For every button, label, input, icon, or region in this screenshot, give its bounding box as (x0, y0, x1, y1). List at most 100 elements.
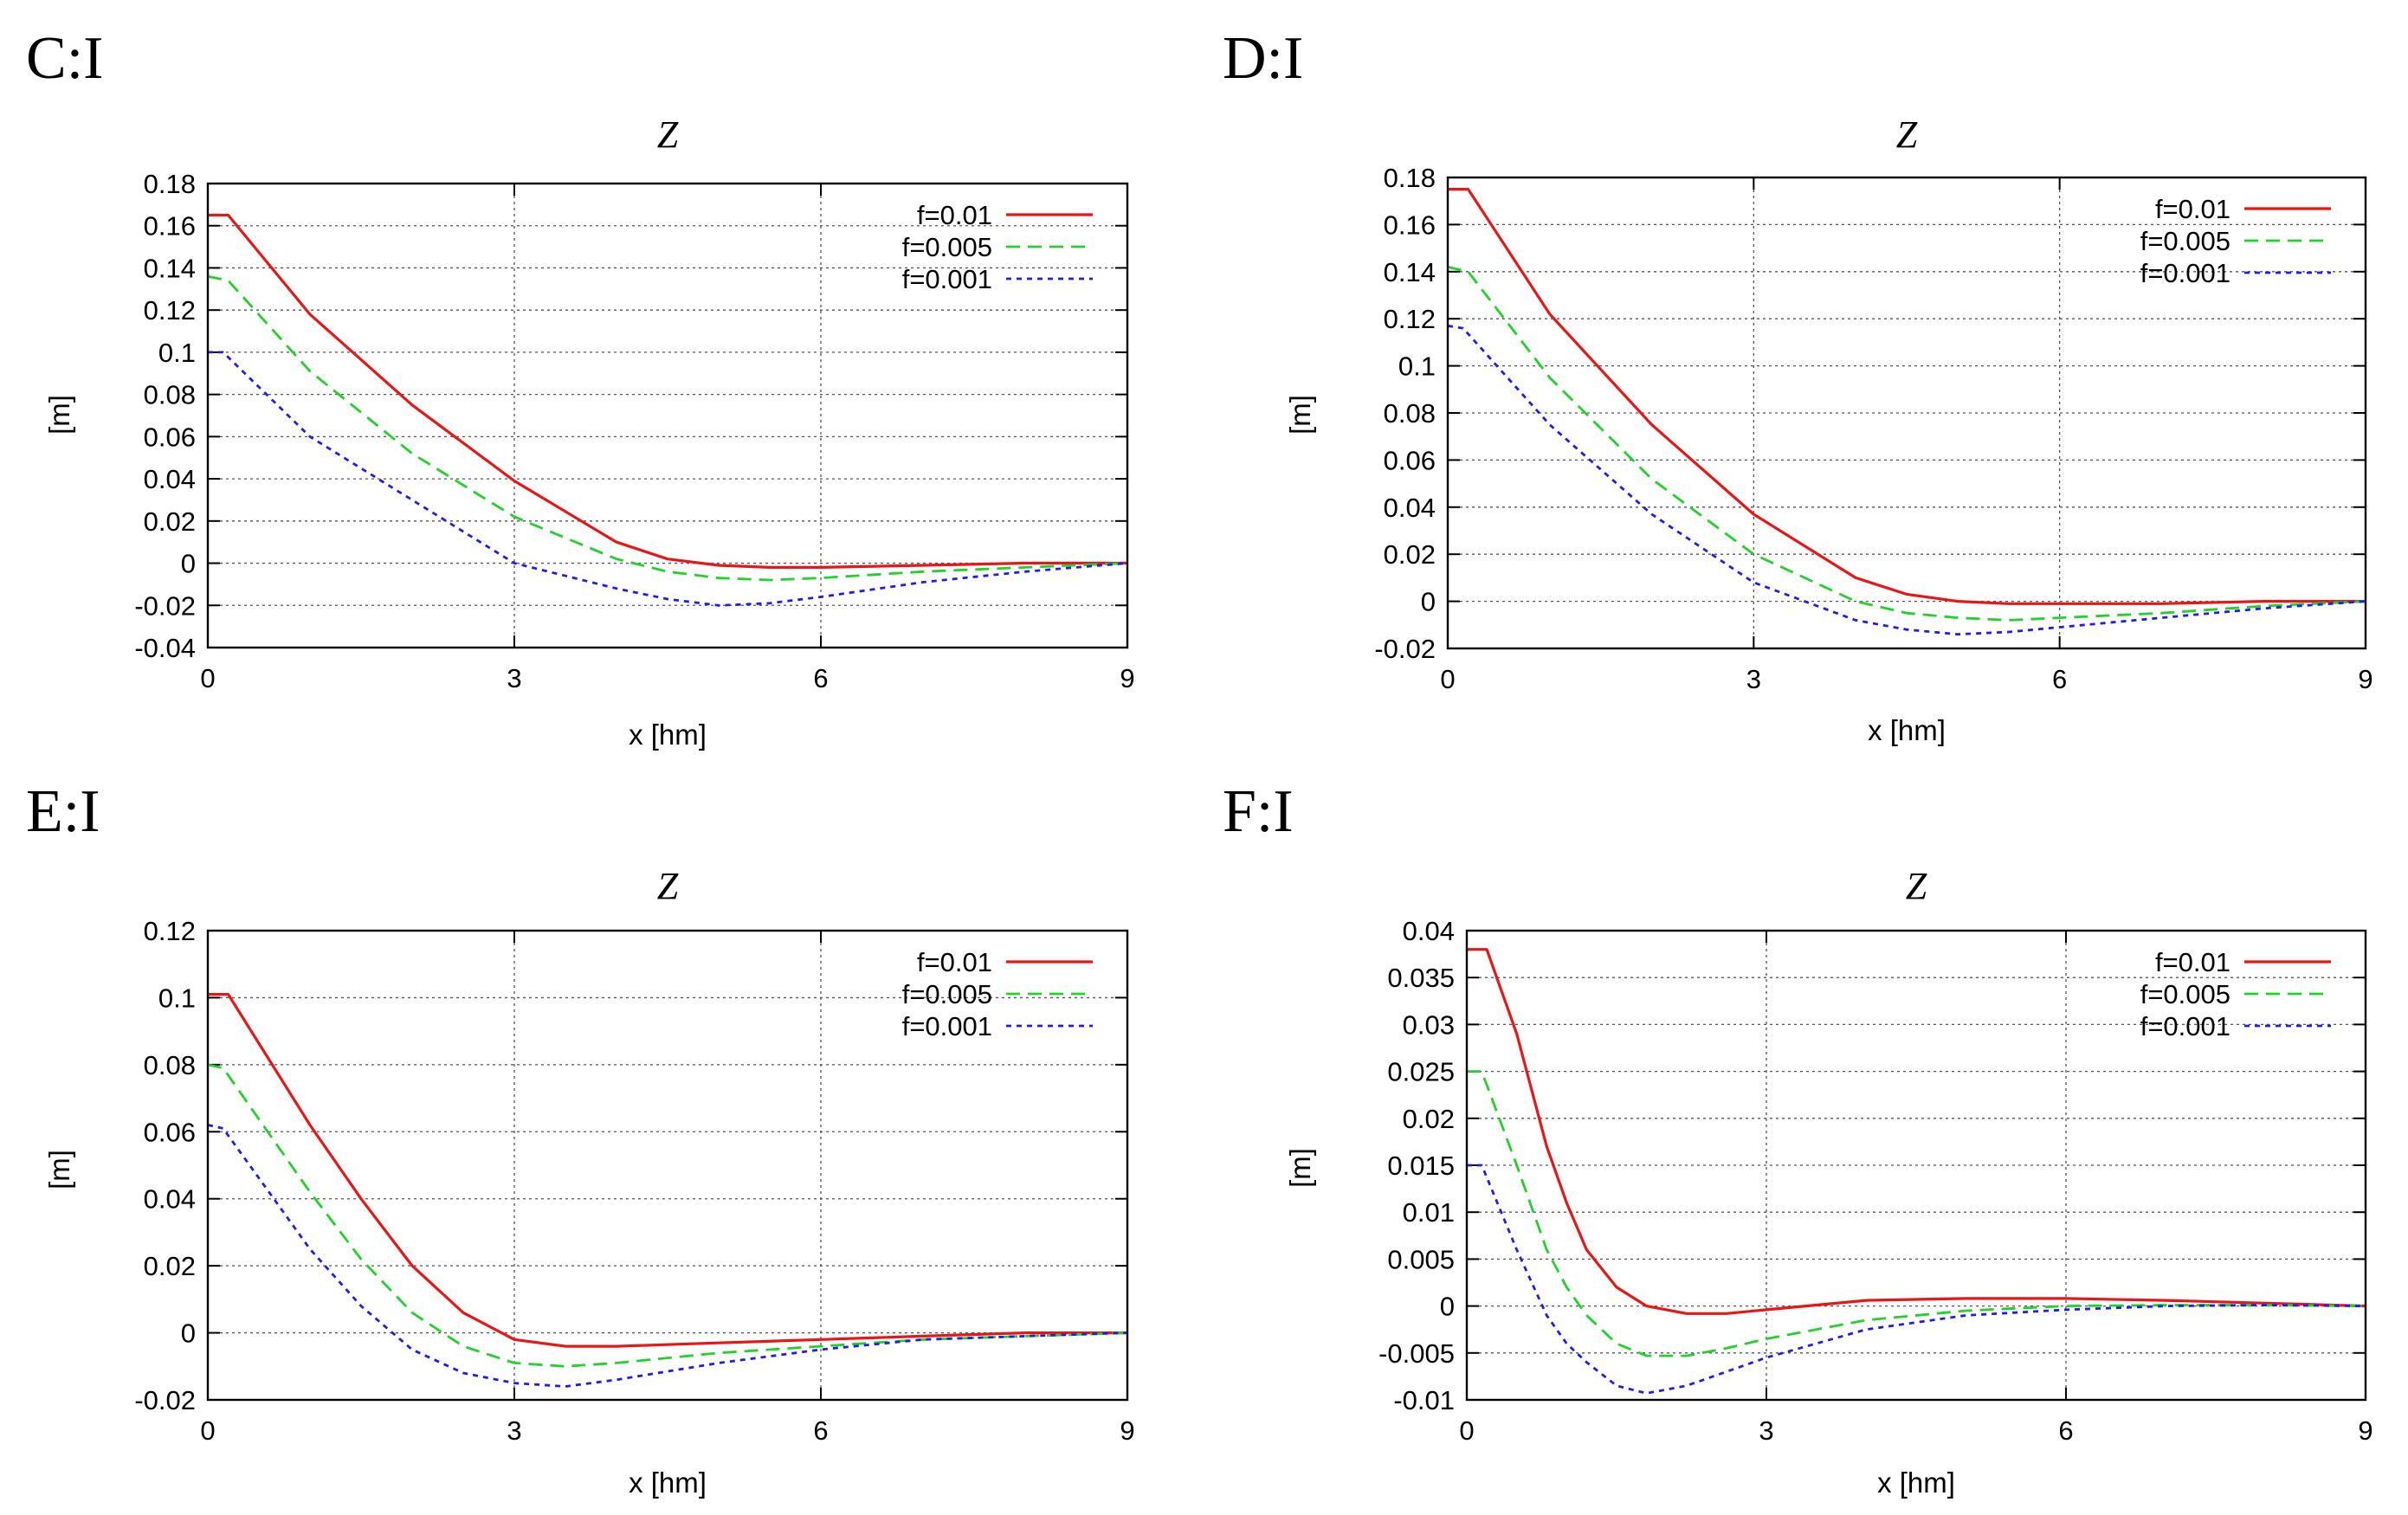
x-axis-label: x [hm] (1877, 1467, 1955, 1499)
x-tick-label: 0 (200, 663, 215, 693)
x-tick-label: 6 (813, 663, 828, 693)
legend-label: f=0.005 (2140, 226, 2230, 256)
legend-label: f=0.01 (2155, 194, 2230, 224)
y-axis-label: [m] (1284, 1148, 1316, 1188)
y-tick-label: 0 (181, 1318, 196, 1349)
panel-label-c-i: C:I (26, 25, 103, 92)
series-line-f-0-01 (208, 992, 1127, 1348)
y-tick-label: 0.06 (1384, 445, 1436, 475)
plot-border (1446, 176, 2367, 650)
x-tick-label: 3 (1759, 1415, 1773, 1446)
panel-e-i: E:I Z x [hm] [m] -0.0200.020.040.060.080… (26, 778, 1135, 1499)
y-tick-label: 0.06 (144, 1117, 196, 1147)
x-axis-label: x [hm] (629, 1467, 707, 1499)
y-tick-label: 0 (1440, 1292, 1455, 1322)
panel-c-i: C:I Z x [hm] [m] -0.04 -0.02 0 0.02 0.04 0.06… (26, 25, 1135, 751)
series-line-f-0-01 (208, 213, 1127, 570)
y-tick-label: 0.025 (1387, 1057, 1455, 1087)
y-tick-label: -0.04 (134, 633, 196, 663)
y-tick-label: 0.03 (1403, 1009, 1455, 1040)
y-tick-label: 0.08 (144, 380, 196, 410)
legend-label: f=0.01 (917, 947, 992, 977)
plot-frame (1465, 929, 2367, 1402)
y-tick-label: 0.04 (1384, 493, 1436, 523)
y-tick-label: 0.16 (1384, 210, 1436, 240)
y-tick-label: 0.12 (144, 295, 196, 326)
legend-label: f=0.005 (2140, 979, 2230, 1009)
y-tick-label: 0.02 (144, 1251, 196, 1281)
y-tick-label: 0.02 (1384, 539, 1436, 570)
legend-label: f=0.005 (902, 232, 992, 262)
y-tick-label: 0.1 (158, 983, 196, 1013)
y-tick-label: 0 (1421, 587, 1436, 617)
legend-label: f=0.001 (2140, 258, 2230, 288)
panel-d-i: D:I Z x [hm] [m] -0.0200.020.040.060.080… (1223, 25, 2373, 746)
series-line-f-0-01 (1467, 948, 2366, 1315)
legend-label: f=0.001 (902, 1011, 992, 1041)
series-line-f-0-005 (1447, 266, 2366, 622)
y-tick-label: 0.005 (1387, 1244, 1455, 1274)
series-line-f-0-005 (1467, 1070, 2366, 1357)
legend-label: f=0.001 (902, 264, 992, 294)
y-tick-label: 0.02 (144, 506, 196, 537)
y-tick-label: 0.1 (158, 338, 196, 368)
y-tick-label: 0.08 (1384, 398, 1436, 429)
series-line-f-0-005 (207, 274, 1128, 582)
plot-border (206, 182, 1129, 649)
plot-frame (206, 929, 1129, 1402)
legend-label: f=0.01 (2155, 947, 2230, 977)
series-line-f-0-001 (1447, 325, 2366, 636)
x-tick-label: 6 (2052, 664, 2067, 694)
x-tick-label: 3 (507, 663, 521, 693)
panel-f-i: F:I Z x [hm] [m] -0.01 -0.005 0 0.005 0.01 0.… (1223, 778, 2373, 1499)
x-tick-label: 0 (1459, 1415, 1474, 1446)
legend-label: f=0.001 (2140, 1011, 2230, 1041)
legend-label: f=0.01 (917, 200, 992, 230)
y-tick-label: 0.1 (1398, 351, 1436, 382)
y-tick-label: -0.01 (1393, 1385, 1455, 1415)
y-tick-label: 0.04 (144, 1184, 196, 1215)
y-tick-label: -0.02 (134, 1385, 196, 1415)
x-tick-label: 3 (1746, 664, 1761, 694)
y-tick-label: 0.01 (1403, 1197, 1455, 1228)
chart-title: Z (657, 865, 679, 907)
y-tick-label: -0.005 (1378, 1338, 1455, 1369)
series-line-f-0-005 (207, 1063, 1128, 1368)
x-axis-label: x [hm] (1868, 714, 1946, 746)
x-tick-label: 6 (2058, 1415, 2073, 1446)
x-tick-label: 9 (2358, 664, 2372, 694)
series-layer (1467, 948, 2366, 1395)
y-tick-label: 0.12 (1384, 304, 1436, 334)
x-tick-label: 6 (813, 1415, 828, 1446)
y-tick-label: 0.04 (144, 464, 196, 494)
tick-layer: -0.04 -0.02 0 0.02 0.04 0.06 0.08 0.1 0.12 0.14 0.… (134, 169, 1134, 693)
plot-border (1465, 929, 2367, 1402)
y-tick-label: 0.12 (144, 916, 196, 946)
series-line-f-0-001 (207, 1124, 1128, 1388)
y-tick-label: -0.02 (1374, 634, 1436, 664)
y-tick-label: 0.18 (1384, 163, 1436, 193)
panel-label-f-i: F:I (1223, 778, 1294, 845)
plot-frame (1446, 176, 2367, 650)
y-tick-label: 0.06 (144, 422, 196, 452)
panel-label-d-i: D:I (1223, 25, 1303, 92)
chart-title: Z (657, 113, 679, 156)
y-tick-label: 0.14 (144, 253, 196, 283)
y-tick-label: 0.035 (1387, 963, 1455, 993)
series-layer (1447, 188, 2366, 636)
x-axis-label: x [hm] (629, 719, 707, 751)
grid-layer (1467, 931, 2366, 1400)
y-tick-label: 0.02 (1403, 1104, 1455, 1134)
y-tick-label: 0.16 (144, 211, 196, 242)
y-tick-label: 0.18 (144, 169, 196, 199)
x-tick-label: 9 (1120, 1415, 1134, 1446)
x-tick-label: 0 (1440, 664, 1455, 694)
y-axis-label: [m] (43, 1150, 75, 1189)
chart-title: Z (1906, 865, 1927, 907)
plot-border (206, 929, 1129, 1402)
